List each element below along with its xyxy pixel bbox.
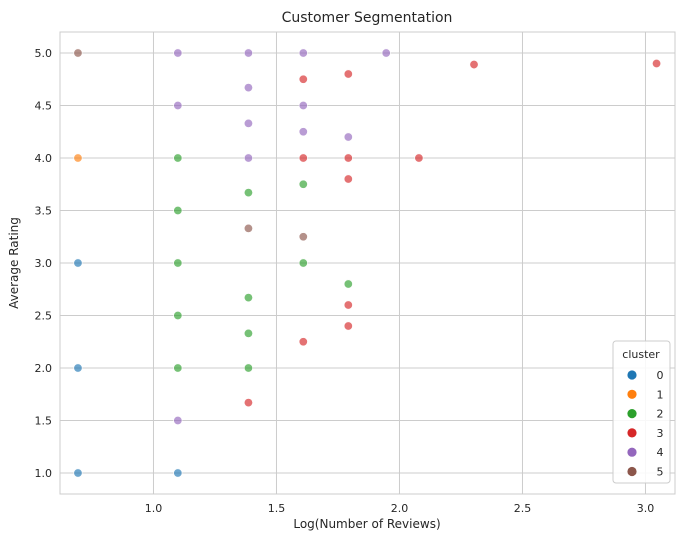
data-point-cluster-4 <box>173 48 183 58</box>
legend-label: 5 <box>657 466 664 479</box>
legend-label: 4 <box>657 446 664 459</box>
chart-title: Customer Segmentation <box>282 10 453 26</box>
data-point-cluster-2 <box>173 206 183 216</box>
data-point-cluster-3 <box>343 174 353 184</box>
x-tick-label: 1.0 <box>145 502 163 515</box>
x-tick-label: 3.0 <box>637 502 655 515</box>
data-point-cluster-2 <box>173 258 183 268</box>
data-point-cluster-2 <box>243 188 253 198</box>
data-point-cluster-4 <box>173 101 183 111</box>
data-point-cluster-4 <box>243 153 253 163</box>
data-point-cluster-4 <box>298 48 308 58</box>
data-point-cluster-1 <box>73 153 83 163</box>
data-point-cluster-2 <box>298 258 308 268</box>
data-point-cluster-3 <box>298 337 308 347</box>
data-point-cluster-4 <box>173 415 183 425</box>
data-point-cluster-3 <box>469 60 479 70</box>
data-point-cluster-3 <box>243 398 253 408</box>
legend-marker <box>627 428 637 438</box>
data-point-cluster-3 <box>343 69 353 79</box>
data-point-cluster-2 <box>243 293 253 303</box>
data-point-cluster-2 <box>343 279 353 289</box>
data-point-cluster-2 <box>298 179 308 189</box>
y-tick-label: 2.0 <box>35 362 53 375</box>
data-point-cluster-3 <box>343 153 353 163</box>
data-point-cluster-4 <box>243 48 253 58</box>
y-tick-label: 5.0 <box>35 47 53 60</box>
data-point-cluster-2 <box>173 363 183 373</box>
legend-box <box>612 340 671 484</box>
data-point-cluster-4 <box>343 132 353 142</box>
data-point-cluster-4 <box>243 83 253 93</box>
legend-label: 3 <box>657 427 664 440</box>
legend-marker <box>627 409 637 419</box>
data-point-cluster-2 <box>173 310 183 320</box>
legend-marker <box>627 447 637 457</box>
data-point-cluster-2 <box>173 153 183 163</box>
y-tick-label: 1.0 <box>35 467 53 480</box>
data-points <box>73 48 662 478</box>
data-point-cluster-5 <box>73 48 83 58</box>
y-tick-label: 3.5 <box>35 205 53 218</box>
legend-label: 1 <box>657 388 664 401</box>
legend-label: 0 <box>657 369 664 382</box>
data-point-cluster-0 <box>73 363 83 373</box>
data-point-cluster-3 <box>298 74 308 84</box>
data-point-cluster-4 <box>243 118 253 128</box>
data-point-cluster-3 <box>343 300 353 310</box>
data-point-cluster-0 <box>73 468 83 478</box>
data-point-cluster-4 <box>381 48 391 58</box>
tick-labels: 1.0 1.5 2.0 2.5 3.0 1.0 1.5 2.0 2.5 3.0 3.5 4.0 4.5 5… <box>35 47 655 515</box>
data-point-cluster-2 <box>243 328 253 338</box>
legend-items: 0 1 2 3 4 5 <box>627 369 664 479</box>
data-point-cluster-3 <box>343 321 353 331</box>
legend-label: 2 <box>657 408 664 421</box>
data-point-cluster-2 <box>243 363 253 373</box>
grid-lines <box>60 32 675 494</box>
legend-marker <box>627 370 637 380</box>
y-axis-label: Average Rating <box>7 217 21 309</box>
legend-title: cluster <box>622 348 660 361</box>
data-point-cluster-0 <box>173 468 183 478</box>
data-point-cluster-5 <box>243 223 253 233</box>
legend-marker <box>627 389 637 399</box>
data-point-cluster-0 <box>73 258 83 268</box>
y-tick-label: 4.5 <box>35 100 53 113</box>
y-tick-label: 4.0 <box>35 152 53 165</box>
legend-marker <box>627 466 637 477</box>
x-tick-label: 2.5 <box>514 502 532 515</box>
legend: cluster 0 1 2 3 4 5 <box>612 340 671 484</box>
x-axis-label: Log(Number of Reviews) <box>293 517 440 531</box>
data-point-cluster-4 <box>298 101 308 111</box>
data-point-cluster-3 <box>298 153 308 163</box>
x-tick-label: 2.0 <box>391 502 409 515</box>
y-tick-label: 2.5 <box>35 310 53 323</box>
data-point-cluster-3 <box>414 153 424 163</box>
data-point-cluster-4 <box>298 127 308 137</box>
x-tick-label: 1.5 <box>268 502 286 515</box>
data-point-cluster-3 <box>652 58 662 68</box>
y-tick-label: 3.0 <box>35 257 53 270</box>
data-point-cluster-5 <box>298 232 308 242</box>
y-tick-label: 1.5 <box>35 415 53 428</box>
